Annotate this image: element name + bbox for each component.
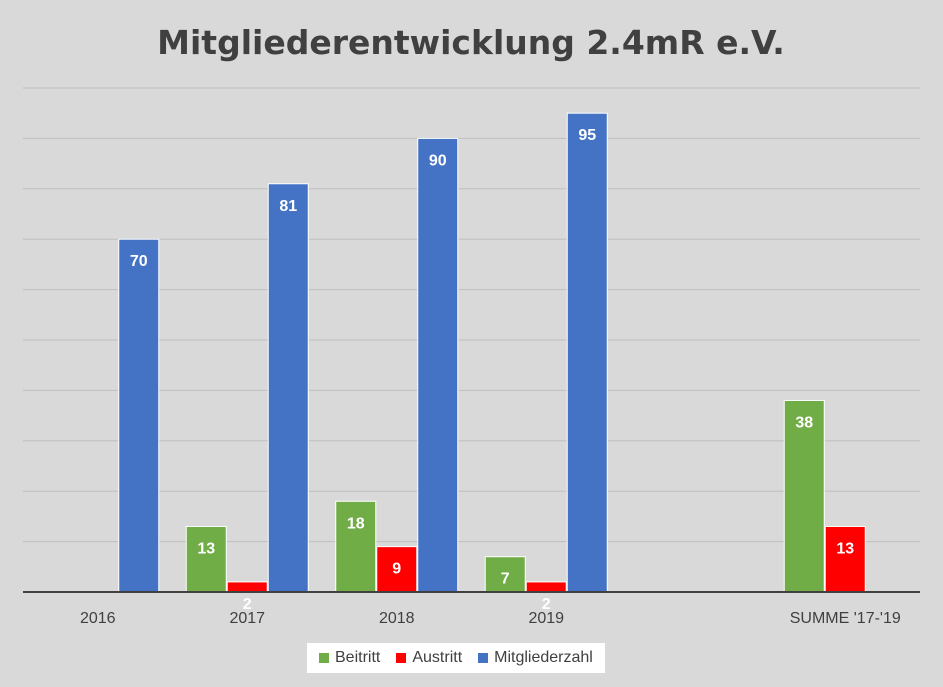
data-label-mitgliederzahl-2019: 95 — [578, 127, 596, 144]
bar-beitritt-2018 — [335, 500, 377, 593]
legend-swatch-austritt — [396, 653, 407, 663]
legend-label-austritt: Austritt — [412, 649, 463, 666]
data-label-beitritt-SUMME '17-'19: 38 — [795, 414, 813, 431]
data-label-mitgliederzahl-2017: 81 — [279, 198, 297, 215]
bar-beitritt-SUMME '17-'19 — [783, 399, 825, 593]
bar-austritt-SUMME '17-'19 — [824, 525, 866, 593]
bars — [23, 112, 920, 593]
legend-swatch-beitritt — [319, 653, 329, 663]
legend-label-beitritt: Beitritt — [335, 649, 381, 666]
x-tick-label: 2019 — [528, 610, 564, 627]
data-label-beitritt-2019: 7 — [501, 571, 510, 588]
data-label-austritt-2017: 2 — [243, 596, 252, 613]
bar-mitgliederzahl-2018 — [417, 137, 459, 593]
bar-austritt-2017 — [226, 581, 268, 593]
gridlines — [23, 87, 920, 543]
bar-mitgliederzahl-2016 — [118, 238, 160, 593]
legend: Beitritt Austritt Mitgliederzahl — [307, 643, 605, 673]
legend-label-mitgliederzahl: Mitgliederzahl — [494, 649, 593, 666]
bar-austritt-2019 — [525, 581, 567, 593]
bar-beitritt-2017 — [185, 525, 227, 593]
legend-item-austritt: Austritt — [396, 649, 462, 667]
data-label-austritt-2019: 2 — [542, 596, 551, 613]
bar-mitgliederzahl-2019 — [566, 112, 608, 593]
data-label-beitritt-2018: 18 — [347, 515, 365, 532]
legend-item-beitritt: Beitritt — [319, 649, 380, 667]
bar-austritt-2018 — [376, 546, 418, 593]
legend-item-mitgliederzahl: Mitgliederzahl — [478, 649, 593, 667]
data-label-beitritt-2017: 13 — [197, 540, 215, 557]
chart-title: Mitgliederentwicklung 2.4mR e.V. — [157, 23, 785, 62]
data-label-mitgliederzahl-2016: 70 — [130, 253, 148, 270]
legend-swatch-mitgliederzahl — [478, 653, 489, 663]
x-tick-label: 2017 — [229, 610, 265, 627]
bar-mitgliederzahl-2017 — [267, 183, 309, 593]
data-label-austritt-2018: 9 — [392, 561, 401, 578]
x-tick-label: SUMME '17-'19 — [790, 610, 901, 627]
x-tick-label: 2016 — [80, 610, 116, 627]
x-tick-label: 2018 — [379, 610, 415, 627]
data-labels: 70 13 2 81 18 9 90 7 2 95 38 13 — [130, 127, 854, 613]
data-label-austritt-SUMME '17-'19: 13 — [836, 540, 854, 557]
data-label-mitgliederzahl-2018: 90 — [429, 152, 447, 169]
x-axis-ticks: 2016 2017 2018 2019 SUMME '17-'19 — [80, 610, 901, 627]
